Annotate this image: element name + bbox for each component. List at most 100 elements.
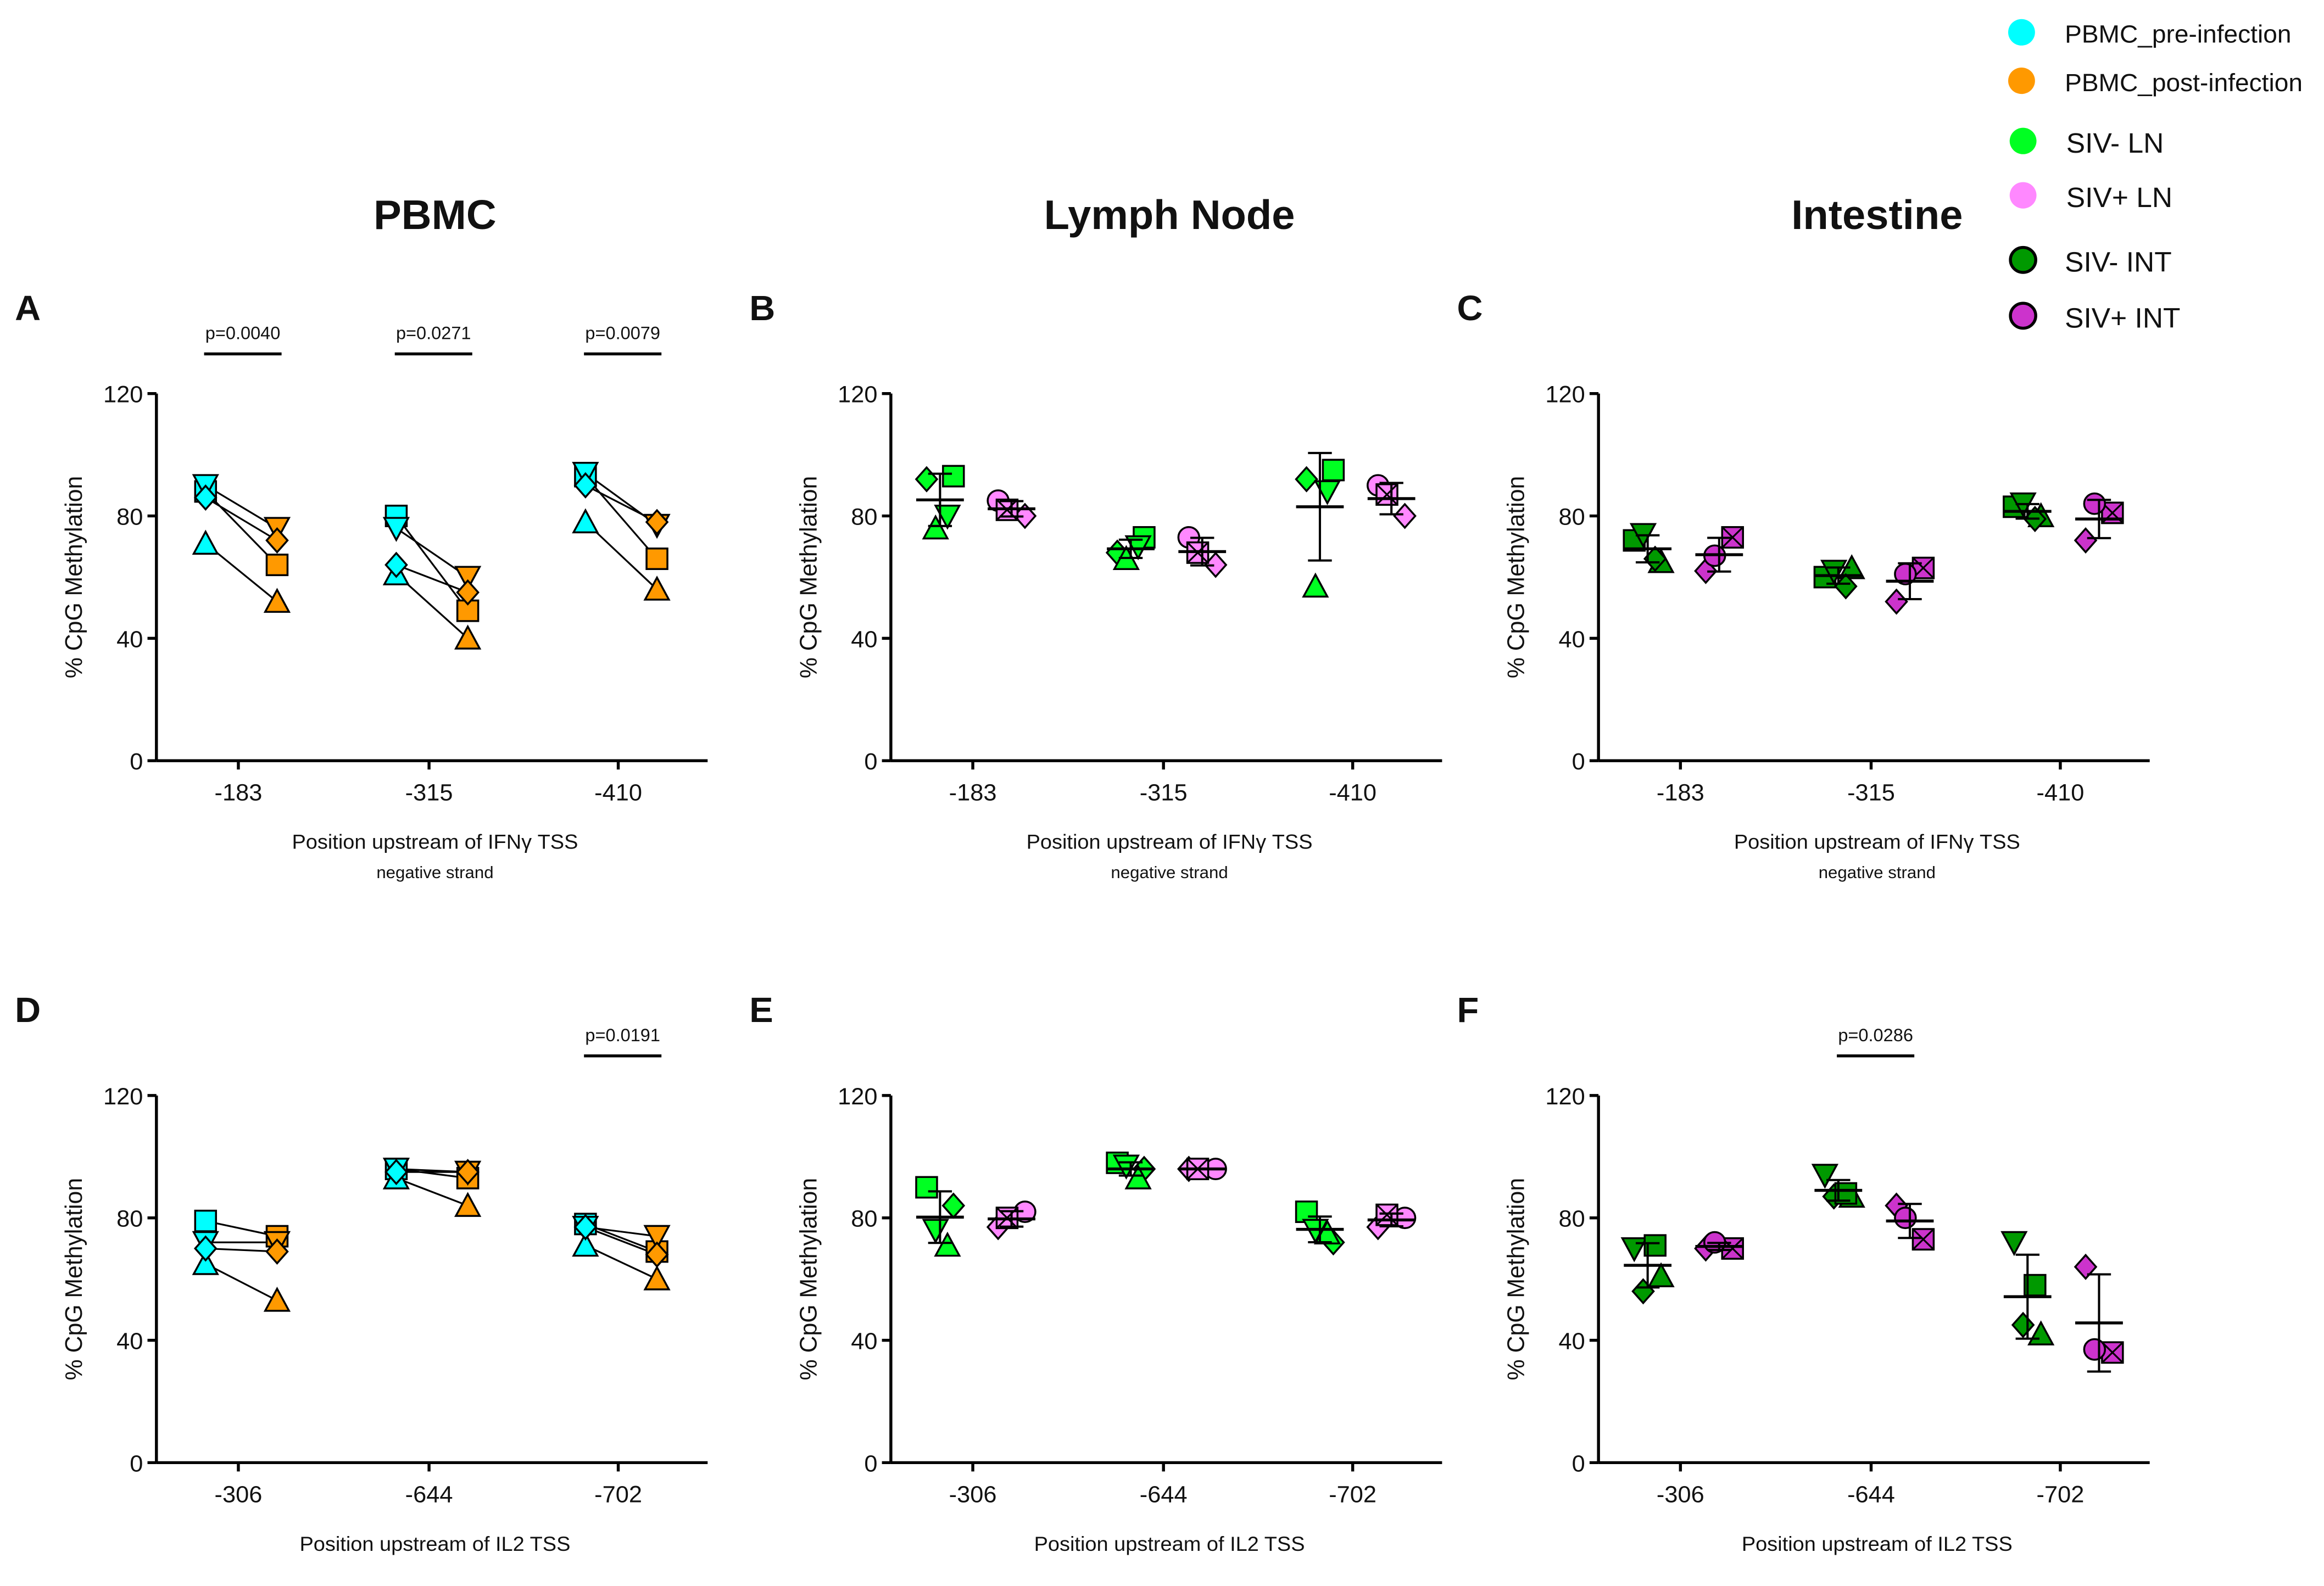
legend-label: SIV- LN: [2066, 127, 2164, 159]
marker-diamond: [456, 1159, 480, 1186]
x-tick-label: -315: [1140, 780, 1188, 806]
y-tick-label: 0: [1572, 1451, 1585, 1477]
y-tick-label: 0: [864, 749, 877, 775]
category--410: [1295, 451, 1417, 598]
marker-diamond: [573, 472, 598, 499]
x-tick-label: -410: [594, 780, 642, 806]
legend-marker: [2009, 127, 2037, 154]
marker-triangle-up: [1302, 572, 1329, 598]
marker-diamond: [384, 551, 408, 578]
marker-triangle-up: [1647, 1262, 1675, 1288]
legend-label: SIV+ LN: [2066, 182, 2172, 213]
y-axis-label: % CpG Methylation: [795, 1178, 822, 1380]
y-axis-label: % CpG Methylation: [1503, 1178, 1529, 1380]
marker-diamond: [2011, 1311, 2035, 1338]
marker-triangle-up: [454, 624, 482, 650]
y-tick-label: 40: [1558, 1328, 1585, 1355]
x-tick-label: -410: [1329, 780, 1376, 806]
pair-line: [585, 1226, 657, 1256]
y-tick-label: 80: [851, 1206, 877, 1232]
marker-cross: [2101, 1341, 2124, 1364]
y-axis-label: % CpG Methylation: [795, 476, 822, 678]
category--702: [1295, 1200, 1417, 1256]
y-tick-label: 40: [116, 627, 143, 653]
pair-line: [396, 1168, 468, 1179]
pair-line: [395, 1177, 469, 1207]
legend-item-pbmc-pre: PBMC_pre-infection: [2008, 19, 2291, 48]
marker-diamond: [573, 1214, 598, 1241]
pair-line: [205, 484, 278, 529]
category--315: [1105, 526, 1228, 578]
marker-diamond: [1393, 502, 1417, 529]
y-axis-label: % CpG Methylation: [61, 476, 87, 678]
x-tick-label: -644: [1847, 1482, 1895, 1508]
pair-line: [205, 1247, 277, 1253]
marker-diamond: [193, 484, 218, 511]
panel-letter: D: [15, 990, 41, 1030]
category--183: [915, 465, 1037, 540]
marker-triangle-up: [263, 588, 291, 613]
marker-diamond: [1885, 588, 1908, 615]
marker-triangle-down: [922, 1219, 949, 1244]
marker-triangle-up: [643, 576, 671, 601]
marker-diamond: [2074, 527, 2098, 554]
legend-item-pbmc-post: PBMC_post-infection: [2008, 68, 2303, 97]
marker-triangle-up: [454, 1192, 482, 1217]
marker-diamond: [941, 1192, 966, 1219]
panel-letter: A: [15, 288, 41, 327]
y-tick-label: 80: [116, 1206, 143, 1232]
legend-item-siv-neg-ln: SIV- LN: [2009, 127, 2164, 159]
legend-label: SIV- INT: [2065, 247, 2172, 278]
marker-triangle-up: [572, 508, 599, 534]
column-titles: PBMC Lymph Node Intestine: [374, 192, 1963, 238]
panel-f: F 0 40 80 120 % CpG Methylation Position upstr…: [1457, 990, 2150, 1555]
pair-line: [205, 496, 278, 541]
legend-marker: [2009, 245, 2037, 274]
category--183: [1623, 523, 1745, 584]
pair-line: [205, 1263, 278, 1302]
category--306: [915, 1176, 1036, 1257]
category--183: [192, 474, 291, 613]
y-tick-label: 120: [1545, 1084, 1585, 1110]
marker-diamond: [645, 509, 669, 535]
panel-letter: F: [1457, 990, 1479, 1030]
x-axis-label: Position upstream of IL2 TSS: [1034, 1532, 1305, 1555]
category--702: [2000, 1231, 2124, 1373]
y-tick-label: 40: [1558, 627, 1585, 653]
marker-square: [194, 1209, 218, 1232]
p-value-label: p=0.0040: [205, 323, 281, 343]
marker-circle: [1894, 1207, 1917, 1230]
pair-line: [395, 564, 469, 594]
y-tick-label: 120: [103, 1084, 143, 1110]
y-tick-label: 80: [116, 504, 143, 530]
category--644: [1106, 1151, 1227, 1190]
x-axis-label: Position upstream of IFNγ TSS: [1734, 830, 2020, 853]
x-tick-label: -306: [1657, 1482, 1704, 1508]
marker-triangle-down: [382, 517, 410, 542]
legend-label: SIV+ INT: [2065, 303, 2180, 334]
y-tick-label: 80: [1558, 1206, 1585, 1232]
marker-diamond: [456, 579, 480, 606]
marker-triangle-up: [263, 1287, 291, 1312]
legend-marker: [2008, 19, 2035, 46]
panel-b: B 0 40 80 120 % CpG Methylation Position upstr…: [749, 288, 1442, 882]
x-tick-label: -306: [215, 1482, 263, 1508]
panel-letter: C: [1457, 288, 1483, 327]
category--702: [572, 1213, 671, 1291]
pair-line: [584, 476, 658, 560]
legend-item-siv-pos-int: SIV+ INT: [2009, 301, 2181, 334]
x-tick-label: -644: [405, 1482, 453, 1508]
x-axis-sublabel: negative strand: [1819, 863, 1936, 882]
legend-item-siv-neg-int: SIV- INT: [2009, 245, 2172, 278]
pair-line: [395, 515, 469, 612]
x-tick-label: -183: [949, 780, 997, 806]
pair-line: [585, 1226, 657, 1237]
panel-e: E 0 40 80 120 % CpG Methylation Position upstr…: [749, 990, 1442, 1555]
panel-a: A 0 40 80 120 % CpG Methylation Position upstr…: [15, 288, 708, 882]
marker-circle: [2083, 492, 2106, 515]
marker-square: [1322, 459, 1345, 482]
category--306: [192, 1209, 291, 1312]
category--315: [382, 505, 482, 650]
y-tick-label: 120: [103, 382, 143, 408]
x-axis-label: Position upstream of IL2 TSS: [299, 1532, 570, 1555]
